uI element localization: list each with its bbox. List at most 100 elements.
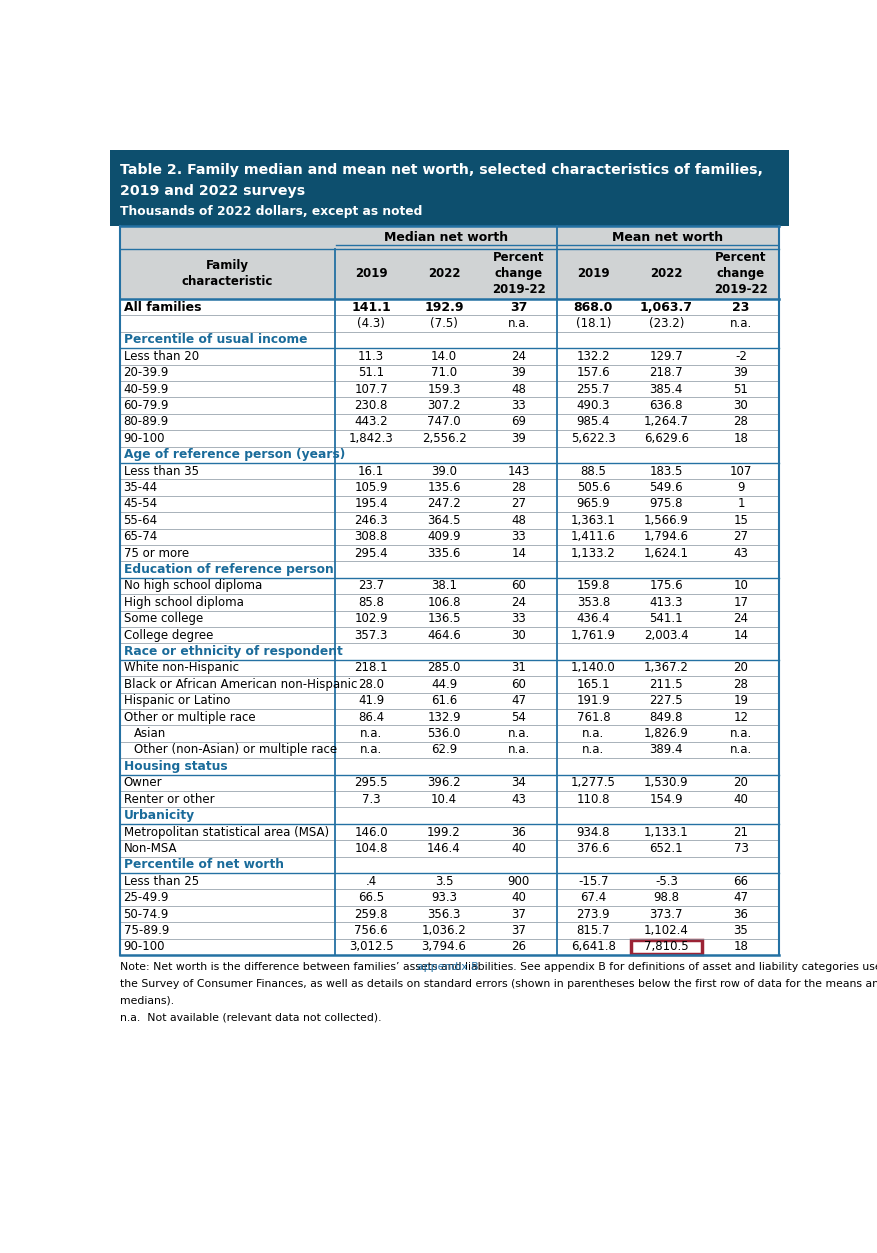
Text: 1,826.9: 1,826.9 bbox=[644, 727, 688, 741]
Text: 75 or more: 75 or more bbox=[124, 546, 189, 560]
Text: 25-49.9: 25-49.9 bbox=[124, 891, 169, 905]
Bar bbox=[119, 480, 780, 496]
Text: 259.8: 259.8 bbox=[354, 907, 388, 921]
Text: 1,363.1: 1,363.1 bbox=[571, 514, 616, 526]
Text: 45-54: 45-54 bbox=[124, 497, 158, 510]
Text: 815.7: 815.7 bbox=[576, 923, 610, 937]
Text: 26: 26 bbox=[511, 940, 526, 954]
Text: n.a.: n.a. bbox=[582, 743, 604, 757]
Text: 2019 and 2022 surveys: 2019 and 2022 surveys bbox=[119, 184, 305, 198]
Text: .4: .4 bbox=[366, 875, 376, 887]
Text: 17: 17 bbox=[733, 596, 749, 609]
Bar bbox=[119, 226, 780, 249]
Text: 159.8: 159.8 bbox=[576, 579, 610, 593]
Text: Less than 25: Less than 25 bbox=[124, 875, 199, 887]
Text: All families: All families bbox=[124, 301, 201, 313]
Text: 1,624.1: 1,624.1 bbox=[644, 546, 688, 560]
Text: 75-89.9: 75-89.9 bbox=[124, 923, 169, 937]
Bar bbox=[119, 823, 780, 841]
Text: 1,036.2: 1,036.2 bbox=[422, 923, 467, 937]
Text: 965.9: 965.9 bbox=[576, 497, 610, 510]
Text: 90-100: 90-100 bbox=[124, 432, 165, 445]
Text: 10.4: 10.4 bbox=[431, 793, 457, 806]
Bar bbox=[119, 299, 780, 316]
Text: (4.3): (4.3) bbox=[357, 317, 385, 330]
Text: 136.5: 136.5 bbox=[427, 613, 460, 625]
Text: 80-89.9: 80-89.9 bbox=[124, 416, 169, 429]
Bar bbox=[631, 940, 702, 954]
Text: 16.1: 16.1 bbox=[358, 465, 384, 477]
Text: 1,411.6: 1,411.6 bbox=[571, 530, 616, 544]
Text: 1,140.0: 1,140.0 bbox=[571, 662, 616, 674]
Text: 66.5: 66.5 bbox=[358, 891, 384, 905]
Bar bbox=[110, 150, 789, 226]
Text: 132.2: 132.2 bbox=[576, 350, 610, 363]
Text: 21: 21 bbox=[733, 826, 749, 838]
Text: -15.7: -15.7 bbox=[578, 875, 609, 887]
Text: 107: 107 bbox=[730, 465, 752, 477]
Text: 364.5: 364.5 bbox=[427, 514, 460, 526]
Text: 2022: 2022 bbox=[428, 267, 460, 281]
Bar bbox=[119, 332, 780, 348]
Text: 67.4: 67.4 bbox=[581, 891, 607, 905]
Text: 849.8: 849.8 bbox=[650, 710, 683, 724]
Text: 975.8: 975.8 bbox=[650, 497, 683, 510]
Text: 396.2: 396.2 bbox=[427, 777, 460, 789]
Text: 37: 37 bbox=[510, 301, 527, 313]
Text: 199.2: 199.2 bbox=[427, 826, 461, 838]
Text: 183.5: 183.5 bbox=[650, 465, 683, 477]
Text: n.a.: n.a. bbox=[730, 317, 752, 330]
Text: 1,277.5: 1,277.5 bbox=[571, 777, 616, 789]
Text: 413.3: 413.3 bbox=[650, 596, 683, 609]
Text: 146.0: 146.0 bbox=[354, 826, 388, 838]
Text: 246.3: 246.3 bbox=[354, 514, 388, 526]
Text: 27: 27 bbox=[511, 497, 526, 510]
Text: 23: 23 bbox=[732, 301, 750, 313]
Text: 436.4: 436.4 bbox=[576, 613, 610, 625]
Text: Non-MSA: Non-MSA bbox=[124, 842, 177, 855]
Text: n.a.: n.a. bbox=[508, 743, 530, 757]
Text: 157.6: 157.6 bbox=[576, 366, 610, 380]
Text: 143: 143 bbox=[508, 465, 530, 477]
Bar bbox=[119, 660, 780, 677]
Text: 48: 48 bbox=[511, 382, 526, 396]
Text: 24: 24 bbox=[733, 613, 749, 625]
Text: 747.0: 747.0 bbox=[427, 416, 460, 429]
Text: 1,367.2: 1,367.2 bbox=[644, 662, 688, 674]
Text: 3,794.6: 3,794.6 bbox=[422, 940, 467, 954]
Text: 218.7: 218.7 bbox=[650, 366, 683, 380]
Text: 1,761.9: 1,761.9 bbox=[571, 629, 616, 642]
Bar bbox=[119, 791, 780, 807]
Bar bbox=[119, 446, 780, 462]
Text: 31: 31 bbox=[511, 662, 526, 674]
Text: 175.6: 175.6 bbox=[650, 579, 683, 593]
Text: 61.6: 61.6 bbox=[431, 694, 457, 707]
Text: 30: 30 bbox=[734, 398, 748, 412]
Text: 55-64: 55-64 bbox=[124, 514, 158, 526]
Text: 47: 47 bbox=[733, 891, 749, 905]
Text: Asian: Asian bbox=[133, 727, 166, 741]
Text: 389.4: 389.4 bbox=[650, 743, 683, 757]
Text: 409.9: 409.9 bbox=[427, 530, 460, 544]
Text: 2,556.2: 2,556.2 bbox=[422, 432, 467, 445]
Text: 1: 1 bbox=[738, 497, 745, 510]
Text: 7.3: 7.3 bbox=[361, 793, 381, 806]
Text: Family
characteristic: Family characteristic bbox=[182, 259, 273, 288]
Text: 357.3: 357.3 bbox=[354, 629, 388, 642]
Text: 24: 24 bbox=[511, 350, 526, 363]
Bar bbox=[119, 693, 780, 709]
Text: 1,133.2: 1,133.2 bbox=[571, 546, 616, 560]
Text: 20: 20 bbox=[733, 662, 748, 674]
Text: 129.7: 129.7 bbox=[650, 350, 683, 363]
Text: 385.4: 385.4 bbox=[650, 382, 683, 396]
Bar bbox=[119, 316, 780, 332]
Text: 98.8: 98.8 bbox=[653, 891, 680, 905]
Text: 90-100: 90-100 bbox=[124, 940, 165, 954]
Text: 295.4: 295.4 bbox=[354, 546, 388, 560]
Text: 154.9: 154.9 bbox=[650, 793, 683, 806]
Text: (23.2): (23.2) bbox=[649, 317, 684, 330]
Text: n.a.: n.a. bbox=[730, 727, 752, 741]
Text: 39.0: 39.0 bbox=[431, 465, 457, 477]
Text: 14: 14 bbox=[733, 629, 749, 642]
Text: 273.9: 273.9 bbox=[576, 907, 610, 921]
